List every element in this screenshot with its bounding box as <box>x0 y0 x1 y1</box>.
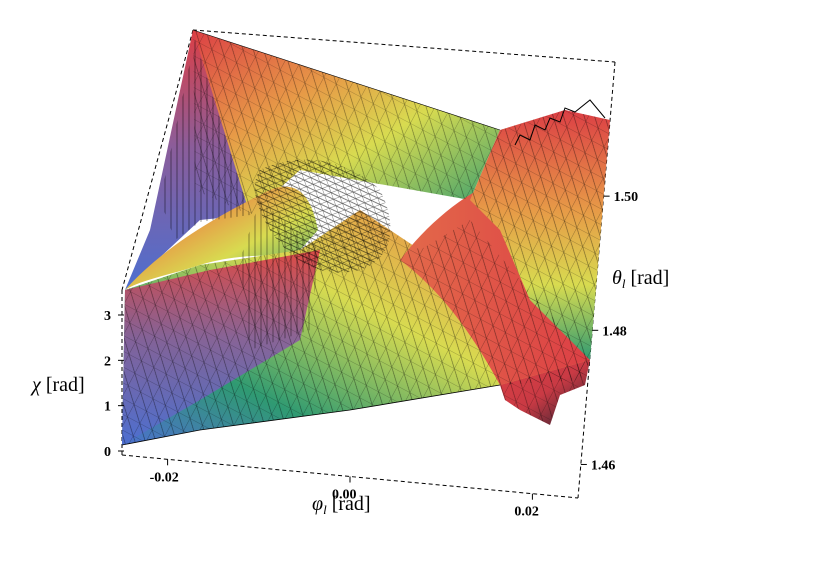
x-axis-label: φl [rad] <box>312 493 371 517</box>
y-tick-label: 1.46 <box>591 458 616 473</box>
x-axis: -0.02 0.00 0.02 φl [rad] <box>150 459 539 520</box>
z-tick-label: 2 <box>104 354 111 369</box>
z-tick-label: 3 <box>104 309 111 324</box>
z-axis-label: χ [rad] <box>30 374 85 396</box>
y-tick-label: 1.48 <box>602 324 627 339</box>
x-tick-label: 0.00 <box>332 488 357 503</box>
z-axis: 0 1 2 3 χ [rad] <box>30 309 124 460</box>
surface-mesh <box>121 29 610 446</box>
y-axis-label: θl [rad] <box>612 267 669 291</box>
y-axis: 1.46 1.48 1.50 θl [rad] <box>580 190 669 473</box>
x-tick-label: -0.02 <box>150 470 179 485</box>
z-tick-label: 0 <box>104 445 111 460</box>
x-tick-label: 0.02 <box>514 505 539 520</box>
z-tick-label: 1 <box>104 400 111 415</box>
y-tick-label: 1.50 <box>614 190 639 205</box>
